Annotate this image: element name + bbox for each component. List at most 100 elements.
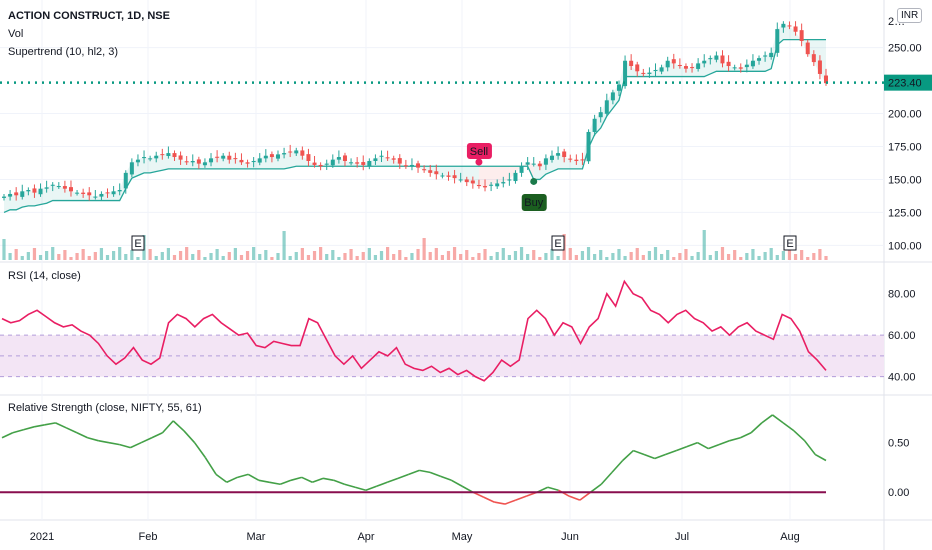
candle-body <box>26 190 31 192</box>
candle-body <box>160 154 165 156</box>
candle-body <box>665 60 670 68</box>
rs-line-segment <box>322 477 334 482</box>
rs-line-segment <box>65 427 78 434</box>
candle-body <box>476 184 481 187</box>
candle-body <box>781 23 786 28</box>
rs-line-segment <box>793 430 806 442</box>
candle-body <box>312 162 317 165</box>
currency-badge[interactable]: INR <box>897 8 923 23</box>
candle-body <box>105 192 110 194</box>
supertrend-fill <box>393 159 400 167</box>
rs-line-segment <box>258 479 270 484</box>
candle-body <box>793 26 798 32</box>
supertrend-line <box>3 39 826 214</box>
volume-bar <box>99 248 104 260</box>
candle-body <box>720 55 725 64</box>
volume-bar <box>361 252 365 260</box>
supertrend-fill <box>229 158 236 169</box>
volume-bar <box>653 247 658 260</box>
rs-line-segment <box>1 432 14 439</box>
candle-body <box>336 157 341 160</box>
volume-bar <box>118 247 122 260</box>
volume-bar <box>726 254 731 260</box>
volume-bar <box>331 250 335 260</box>
x-tick-label: Feb <box>139 531 158 543</box>
volume-bar <box>586 247 591 260</box>
volume-bar <box>623 256 627 260</box>
supertrend-fill <box>576 159 583 169</box>
rs-line-segment <box>333 479 345 486</box>
candle-body <box>556 153 561 156</box>
volume-bar <box>154 256 158 260</box>
rs-line-segment <box>772 414 784 424</box>
candle-body <box>683 66 688 69</box>
candle-body <box>610 92 615 101</box>
x-tick-label: May <box>452 531 473 543</box>
rs-line-segment <box>408 469 420 476</box>
volume-bar <box>276 253 280 260</box>
volume-bar <box>112 251 116 260</box>
volume-bar <box>367 248 371 260</box>
supertrend-fill <box>728 66 735 72</box>
volume-bar <box>538 257 542 260</box>
volume-bar <box>611 253 615 260</box>
rs-line-segment <box>750 422 763 434</box>
volume-bar <box>288 256 292 260</box>
volume-bar <box>647 251 652 260</box>
supertrend-fill <box>46 184 53 204</box>
rs-line-segment <box>740 432 752 439</box>
supertrend-fill <box>89 195 96 201</box>
volume-bar <box>75 253 79 260</box>
candle-body <box>629 60 634 67</box>
volume-bar <box>93 252 97 260</box>
supertrend-fill <box>241 162 248 169</box>
candle-body <box>148 158 153 160</box>
rs-line-segment <box>98 439 110 444</box>
rs-line-segment <box>654 453 666 460</box>
candle-body <box>428 170 433 173</box>
candle-body <box>135 159 140 163</box>
volume-bar <box>495 252 499 260</box>
volume-bar <box>51 247 55 260</box>
candle-body <box>416 163 421 168</box>
supertrend-fill <box>4 193 11 213</box>
rs-line-segment <box>301 476 313 484</box>
candle-body <box>744 64 749 68</box>
candle-body <box>592 118 597 132</box>
rs-line-segment <box>344 483 356 489</box>
y-tick-label: 250.00 <box>888 43 922 55</box>
volume-bar <box>312 251 317 260</box>
candle-body <box>550 155 554 160</box>
supertrend-fill <box>448 166 455 179</box>
candle-body <box>726 61 731 67</box>
rs-y-tick: 0.50 <box>888 438 909 450</box>
supertrend-fill <box>150 155 157 173</box>
rs-line-segment <box>386 477 399 484</box>
sell-signal-label: Sell <box>470 146 488 158</box>
supertrend-fill <box>52 184 59 201</box>
supertrend-fill <box>783 23 790 40</box>
supertrend-fill <box>357 163 364 167</box>
volume-bar <box>763 252 767 260</box>
x-tick-label: Jul <box>675 531 689 543</box>
rs-line-segment <box>130 441 142 449</box>
rs-line-segment <box>55 422 67 429</box>
candle-body <box>501 182 506 184</box>
volume-bar <box>319 247 323 260</box>
supertrend-fill <box>765 52 772 72</box>
rs-line-segment <box>226 476 238 484</box>
supertrend-fill <box>509 166 516 180</box>
candle-body <box>306 154 311 161</box>
volume-bar <box>544 253 548 260</box>
rsi-line <box>1 279 827 382</box>
candle-body <box>775 29 780 53</box>
candle-body <box>81 192 86 194</box>
supertrend-fill <box>83 193 90 201</box>
rs-line-segment <box>215 473 228 483</box>
rs-line-segment <box>419 469 431 474</box>
rs-line-segment <box>108 441 120 446</box>
supertrend-fill <box>284 151 291 169</box>
candle-body <box>763 55 768 57</box>
rs-line-segment <box>12 429 24 434</box>
